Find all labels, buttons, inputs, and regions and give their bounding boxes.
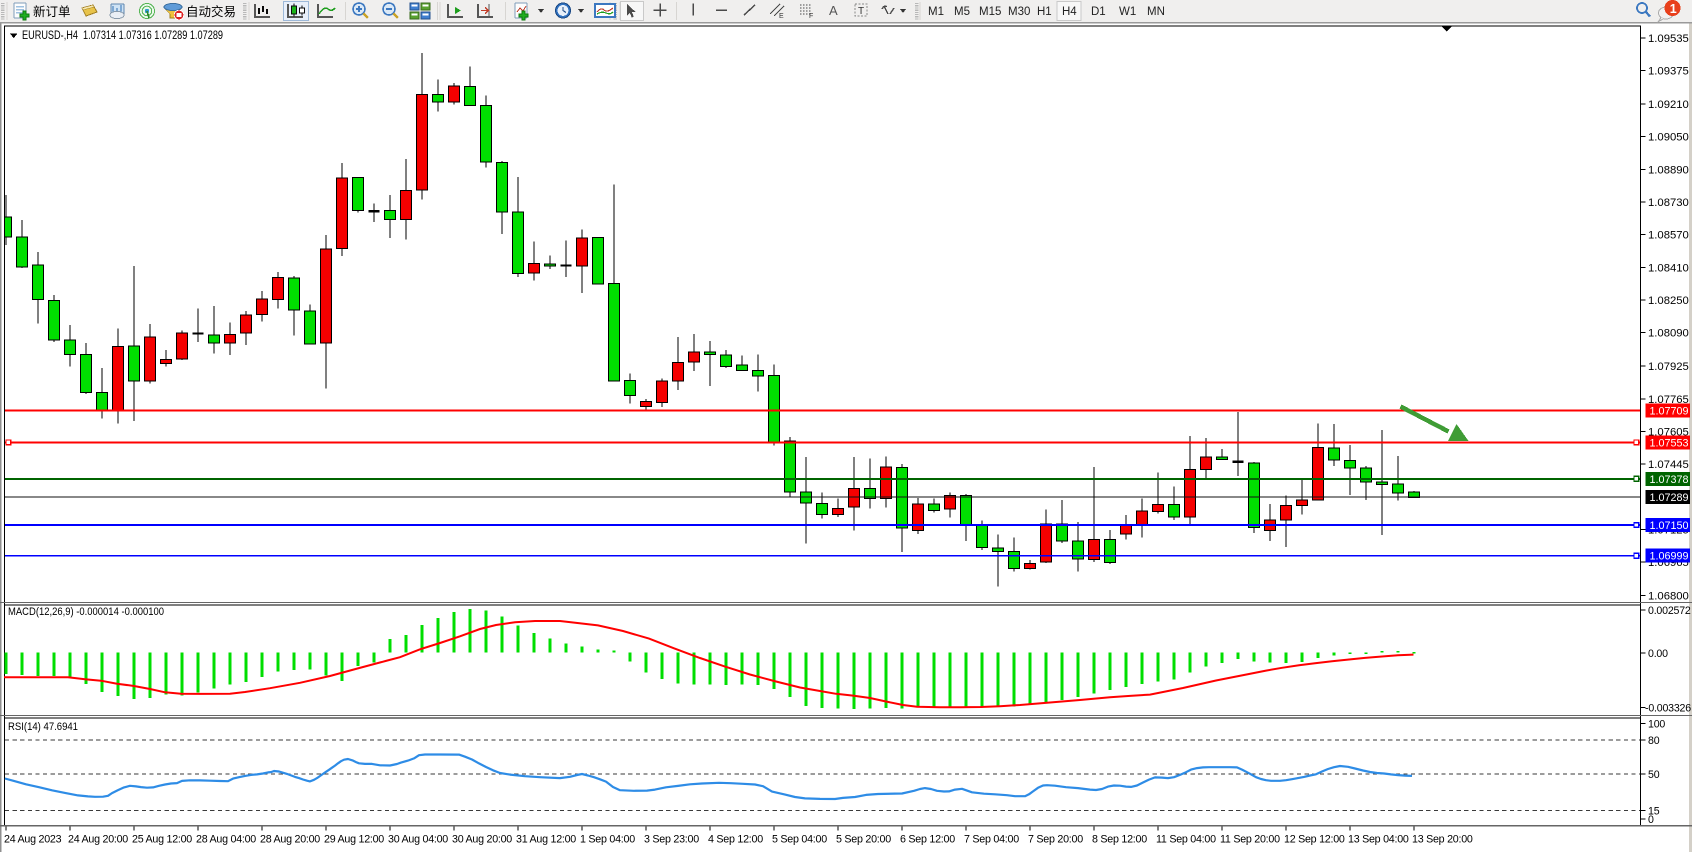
svg-text:24 Aug 2023: 24 Aug 2023: [4, 834, 62, 846]
svg-text:6 Sep 12:00: 6 Sep 12:00: [900, 834, 955, 846]
svg-text:0.00: 0.00: [1648, 648, 1668, 660]
svg-text:1.08090: 1.08090: [1648, 328, 1689, 340]
svg-text:8 Sep 12:00: 8 Sep 12:00: [1092, 834, 1147, 846]
svg-text:1.09375: 1.09375: [1648, 65, 1689, 77]
svg-text:1.07925: 1.07925: [1648, 361, 1689, 373]
svg-text:24 Aug 20:00: 24 Aug 20:00: [68, 834, 128, 846]
svg-text:1.08410: 1.08410: [1648, 262, 1689, 274]
svg-text:T: T: [858, 6, 864, 17]
svg-text:1.06999: 1.06999: [1650, 551, 1689, 563]
svg-text:4 Sep 12:00: 4 Sep 12:00: [708, 834, 763, 846]
svg-text:1.07150: 1.07150: [1650, 520, 1689, 532]
svg-text:25 Aug 12:00: 25 Aug 12:00: [132, 834, 192, 846]
svg-text:1.06800: 1.06800: [1648, 591, 1689, 603]
svg-text:11 Sep 20:00: 11 Sep 20:00: [1220, 834, 1280, 846]
svg-text:1.08250: 1.08250: [1648, 295, 1689, 307]
svg-text:28 Aug 04:00: 28 Aug 04:00: [196, 834, 256, 846]
svg-text:A: A: [829, 3, 838, 18]
svg-text:E: E: [779, 13, 784, 20]
svg-text:1.07709: 1.07709: [1650, 405, 1689, 417]
svg-text:1.07765: 1.07765: [1648, 394, 1689, 406]
svg-text:28 Aug 20:00: 28 Aug 20:00: [260, 834, 320, 846]
svg-text:12 Sep 12:00: 12 Sep 12:00: [1284, 834, 1345, 846]
svg-text:30 Aug 04:00: 30 Aug 04:00: [388, 834, 448, 846]
svg-text:MN: MN: [1147, 6, 1165, 18]
svg-text:7 Sep 04:00: 7 Sep 04:00: [964, 834, 1019, 846]
svg-text:1.07378: 1.07378: [1650, 474, 1689, 486]
svg-text:80: 80: [1648, 735, 1660, 747]
svg-text:H1: H1: [1037, 6, 1052, 18]
svg-text:M30: M30: [1008, 6, 1030, 18]
svg-text:1 Sep 04:00: 1 Sep 04:00: [580, 834, 635, 846]
svg-text:自动交易: 自动交易: [186, 4, 236, 19]
svg-text:13 Sep 20:00: 13 Sep 20:00: [1412, 834, 1473, 846]
svg-text:31 Aug 12:00: 31 Aug 12:00: [516, 834, 576, 846]
svg-text:H4: H4: [1062, 6, 1077, 18]
svg-text:-0.003326: -0.003326: [1645, 703, 1691, 715]
svg-text:1.09050: 1.09050: [1648, 132, 1689, 144]
svg-text:M1: M1: [928, 6, 944, 18]
svg-text:1.08570: 1.08570: [1648, 230, 1689, 242]
svg-text:13 Sep 04:00: 13 Sep 04:00: [1348, 834, 1409, 846]
svg-text:11 Sep 04:00: 11 Sep 04:00: [1156, 834, 1216, 846]
svg-text:F: F: [809, 13, 813, 20]
svg-text:1.07289: 1.07289: [1650, 492, 1689, 504]
svg-text:新订单: 新订单: [33, 4, 71, 19]
svg-text:1.07445: 1.07445: [1648, 459, 1689, 471]
svg-text:EURUSD-,H4 1.07314 1.07316 1.: EURUSD-,H4 1.07314 1.07316 1.07289 1.072…: [22, 28, 223, 42]
svg-text:5 Sep 20:00: 5 Sep 20:00: [836, 834, 891, 846]
svg-text:RSI(14) 47.6941: RSI(14) 47.6941: [8, 721, 78, 733]
svg-text:1.09210: 1.09210: [1648, 99, 1689, 111]
svg-text:W1: W1: [1119, 6, 1136, 18]
svg-text:3 Sep 23:00: 3 Sep 23:00: [644, 834, 699, 846]
svg-text:5 Sep 04:00: 5 Sep 04:00: [772, 834, 827, 846]
svg-text:0: 0: [1648, 814, 1654, 826]
svg-text:1.07553: 1.07553: [1650, 437, 1689, 449]
svg-text:50: 50: [1648, 769, 1660, 781]
svg-text:1: 1: [1670, 2, 1677, 16]
svg-text:1.08730: 1.08730: [1648, 197, 1689, 209]
svg-text:D1: D1: [1091, 6, 1106, 18]
svg-text:29 Aug 12:00: 29 Aug 12:00: [324, 834, 384, 846]
svg-text:M5: M5: [954, 6, 970, 18]
svg-text:30 Aug 20:00: 30 Aug 20:00: [452, 834, 512, 846]
svg-text:15: 15: [1648, 806, 1660, 818]
svg-text:1.09535: 1.09535: [1648, 33, 1689, 45]
svg-text:7 Sep 20:00: 7 Sep 20:00: [1028, 834, 1083, 846]
svg-text:0.002572: 0.002572: [1648, 605, 1691, 617]
svg-text:1.08890: 1.08890: [1648, 164, 1689, 176]
svg-text:M15: M15: [979, 6, 1001, 18]
svg-text:MACD(12,26,9) -0.000014 -0.000: MACD(12,26,9) -0.000014 -0.000100: [8, 606, 164, 618]
svg-text:100: 100: [1648, 719, 1665, 731]
